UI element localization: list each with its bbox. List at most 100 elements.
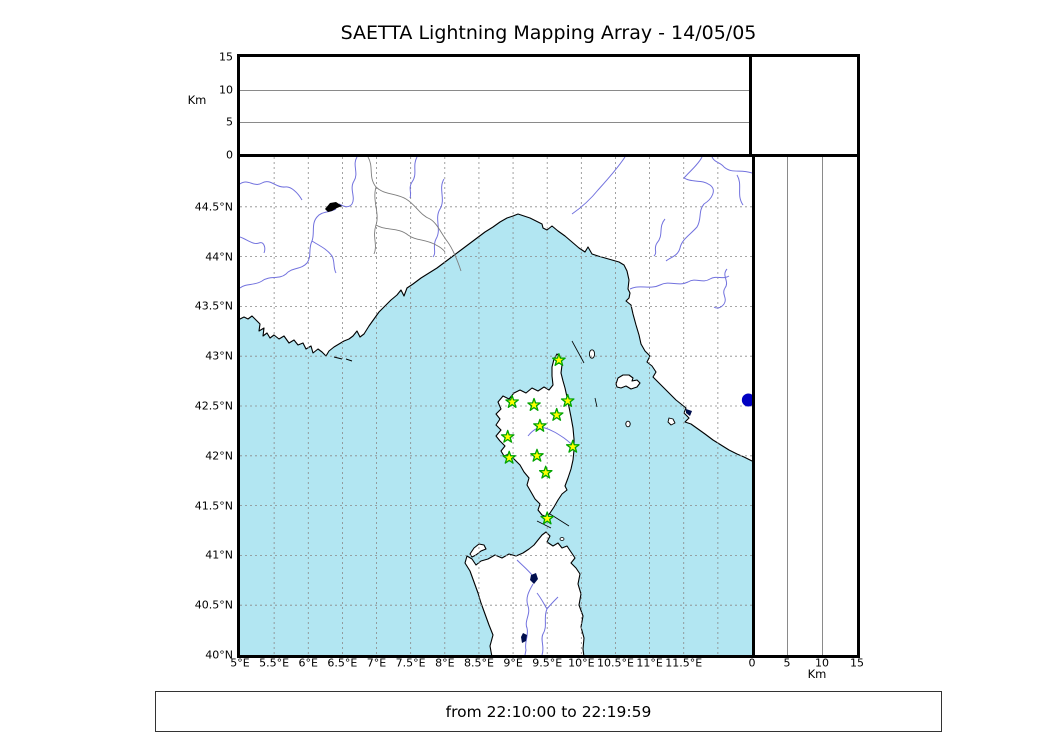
latitude-tick-label: 43°N [205,349,233,363]
longitude-tick-label: 10°E [568,656,595,670]
river [653,218,666,257]
lake-serre-poncon [325,202,342,212]
lake-coghinas [530,573,538,584]
coastline-sardinia [464,531,585,655]
station-markers [500,353,580,525]
longitude-tick-label: 10.5°E [596,656,634,670]
longitude-tick-label: 8°E [435,656,455,670]
longitude-tick-label: 8.5°E [463,656,494,670]
altitude-gridline [240,122,752,124]
river [409,157,418,199]
time-range-text: from 22:10:00 to 22:19:59 [445,702,652,721]
lakes [325,202,752,643]
river-durance [240,208,337,289]
altitude-axis-label: Km [187,93,207,107]
lma-station-star [565,439,580,453]
latitude-tick-label: 41.5°N [194,499,233,513]
latitude-tick-label: 40°N [205,648,233,662]
small-coastal-marks [333,340,598,529]
capraia-island [588,349,596,359]
longitude-tick-label: 5°E [230,656,250,670]
landmasses [240,157,752,655]
latitude-tick-label: 44°N [205,250,233,264]
river [524,583,534,655]
longitude-tick-label: 6.5°E [327,656,358,670]
border-line [375,224,446,253]
cap-corse-mark [571,340,585,364]
altitude-tick-label: 5 [226,115,233,129]
hyeres-islands [333,356,353,362]
lma-station-star [552,353,566,367]
river [240,236,266,254]
maddalena-island [559,537,565,541]
time-range-box: from 22:10:00 to 22:19:59 [155,691,942,732]
altitude-vs-longitude-panel [237,54,755,158]
longitude-tick-label: 9.5°E [532,656,563,670]
lake-bolsena-dot [741,393,752,407]
latitude-tick-label: 43.5°N [194,299,233,313]
rivers [240,157,752,655]
river [546,596,559,610]
graticule-gridlines [240,157,752,655]
river-golo [527,427,575,448]
river [736,174,744,206]
plot-title: SAETTA Lightning Mapping Array - 14/05/0… [340,22,757,44]
river [571,157,626,215]
altitude-tick-label: 15 [219,50,233,64]
river [536,592,548,610]
coastline-mainland-france-italy [240,157,752,462]
altitude-tick-label: 0 [748,656,756,670]
latitude-tick-label: 42°N [205,449,233,463]
altitude-tick-label: 5 [783,656,791,670]
border-line [367,157,462,272]
map-panel [237,154,755,658]
altitude-gridline [822,157,823,655]
elba-island [615,374,641,390]
lma-station-star [500,429,515,443]
corner-panel [749,54,860,158]
river [541,608,548,655]
latitude-tick-label: 44.5°N [194,200,233,214]
longitude-tick-label: 7.5°E [395,656,426,670]
longitude-tick-label: 11°E [636,656,663,670]
lma-station-star [538,465,553,479]
river [665,157,714,262]
map-svg [240,157,752,655]
altitude-tick-label: 0 [226,148,233,162]
altitude-axis-label-bottom: Km [807,667,827,681]
latitude-tick-label: 40.5°N [194,598,233,612]
river [240,181,303,201]
river [711,157,752,174]
altitude-tick-label: 15 [850,656,864,670]
longitude-tick-label: 5.5°E [259,656,290,670]
montecristo-island [625,420,631,428]
lma-station-star [502,450,516,464]
lake-orbetello [686,409,692,416]
lma-station-star [530,448,544,462]
river-var [432,178,445,258]
river [311,240,337,274]
river-arno [629,275,730,290]
lma-station-star [527,397,541,411]
latitude-tick-label: 42.5°N [194,399,233,413]
longitude-tick-label: 11.5°E [665,656,703,670]
river [516,559,533,576]
longitude-tick-label: 7°E [366,656,387,670]
river [713,268,728,309]
lma-station-star [505,394,519,408]
coastline-corsica [495,353,575,518]
lake-omodeo [521,633,527,643]
altitude-vs-latitude-panel [749,154,860,658]
river [338,157,358,208]
lma-station-star [549,407,564,421]
altitude-gridline [240,89,752,91]
lma-station-star [540,511,555,525]
country-borders [367,157,462,272]
longitude-tick-label: 6°E [298,656,318,670]
pianosa-mark [594,397,598,408]
altitude-tick-label: 10 [219,83,233,97]
longitude-tick-label: 9°E [503,656,523,670]
lma-station-star [560,393,575,407]
latitude-tick-label: 41°N [205,548,233,562]
